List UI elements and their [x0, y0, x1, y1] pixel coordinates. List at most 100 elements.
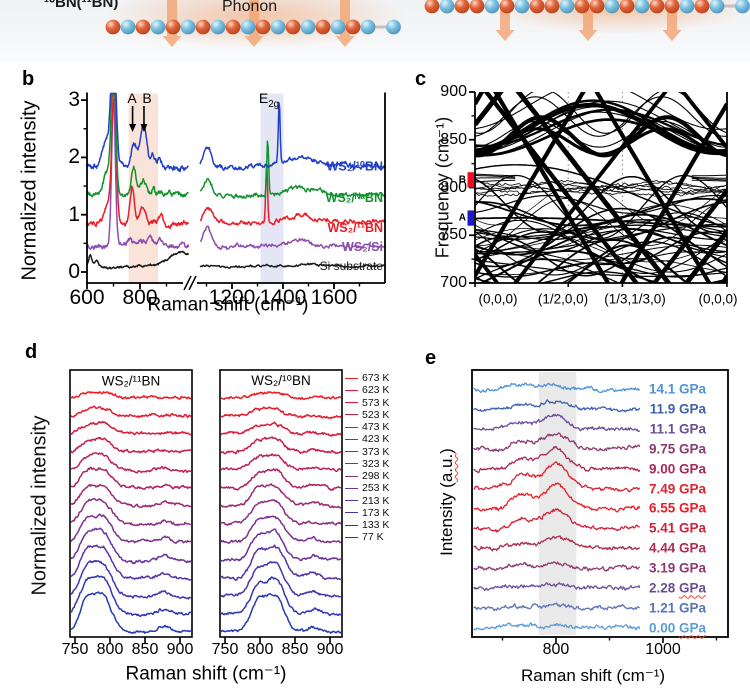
phonon-branch — [475, 240, 727, 283]
axis-break-icon — [183, 275, 192, 291]
legend-line-swatch — [345, 536, 358, 538]
panel-c-y-tick: 750 — [440, 226, 467, 244]
panel-d-x-tick: 900 — [166, 641, 194, 658]
temperature-spectrum — [71, 391, 191, 400]
panel-e-plot — [471, 369, 729, 643]
phonon-branch — [475, 219, 727, 275]
temperature-legend-item: 423 K — [345, 433, 389, 445]
panel-b-x-tick: 1600 — [310, 286, 358, 309]
panel-d-x-tick: 850 — [131, 641, 159, 658]
spectrum-curve — [199, 102, 386, 172]
phonon-branch — [475, 108, 727, 147]
legend-temperature-label: 573 K — [362, 396, 390, 409]
panel-e-x-tick: 800 — [542, 641, 570, 658]
temperature-spectrum — [221, 576, 341, 617]
pressure-spectrum — [473, 508, 640, 533]
temperature-spectrum — [71, 452, 191, 474]
phonon-branch — [475, 92, 727, 283]
boron-atom — [424, 0, 440, 14]
phonon-branch — [475, 179, 727, 190]
panel-d-x-tick: 850 — [281, 641, 309, 658]
phonon-branch — [475, 262, 727, 278]
boron-atom — [589, 0, 605, 14]
pressure-label: 2.28 GPa — [649, 581, 706, 596]
legend-temperature-label: 173 K — [362, 506, 390, 519]
boron-atom — [345, 19, 361, 35]
phonon-arrow-icon — [662, 9, 682, 41]
panel-b-x-tick: 1200 — [208, 286, 256, 309]
legend-temperature-label: 673 K — [362, 372, 390, 384]
pressure-unit: GPa — [678, 441, 706, 457]
phonon-branch — [475, 197, 727, 227]
temperature-spectrum — [221, 406, 341, 420]
panel-d-curves — [71, 391, 191, 634]
legend-temperature-label: 213 K — [362, 494, 390, 507]
temperature-spectrum — [71, 513, 191, 545]
axis-break-icon — [188, 275, 197, 291]
series-label-ws2-si: WS₂/Si — [342, 240, 383, 254]
pressure-unit: GPa — [678, 580, 706, 596]
boron-atom — [195, 19, 211, 35]
phonon-branch — [475, 92, 727, 130]
panel-d-title-11bn: WS₂/¹¹BN — [101, 373, 161, 389]
panel-b-letter: b — [22, 68, 35, 90]
panel-e-xlabel: Raman shift (cm⁻¹) — [520, 666, 666, 685]
phonon-branch — [475, 127, 727, 156]
phonon-branch — [475, 257, 727, 276]
boron-atom — [135, 19, 151, 35]
legend-line-swatch — [345, 389, 358, 391]
boron-atom — [225, 19, 241, 35]
pressure-unit: GPa — [678, 421, 706, 437]
nitrogen-atom — [210, 19, 226, 35]
phonon-arrow-icon — [495, 9, 515, 41]
pressure-value: 5.41 — [648, 520, 679, 536]
peak-b-annotation: B — [142, 90, 152, 106]
legend-line-swatch — [345, 377, 358, 379]
temperature-spectrum — [221, 483, 341, 509]
pressure-value: 1.21 — [648, 600, 679, 616]
boron-atom — [315, 19, 331, 35]
phonon-branch — [475, 224, 727, 240]
phonon-branch — [691, 176, 726, 179]
temperature-legend-item: 77 K — [345, 531, 384, 543]
temperature-legend-item: 473 K — [345, 421, 389, 433]
phonon-branch — [475, 228, 727, 273]
legend-temperature-label: 133 K — [362, 519, 390, 531]
phonon-branch — [475, 173, 516, 177]
nitrogen-atom — [679, 0, 695, 14]
nitrogen-atom — [270, 19, 286, 35]
phonon-arrow-icon — [335, 0, 355, 47]
panel-b-x-tick: 1400 — [259, 286, 307, 309]
series-label-si-substrate: Si substrate — [319, 259, 383, 273]
temperature-legend-item: 253 K — [345, 482, 389, 494]
pressure-value: 0.00 — [648, 620, 679, 636]
temperature-spectrum — [71, 420, 191, 436]
panel-c-y-tick: 700 — [440, 274, 467, 291]
panel-b-plot — [81, 92, 386, 291]
boron-atom — [664, 0, 680, 14]
temperature-spectrum — [221, 453, 341, 473]
temperature-spectrum — [221, 544, 341, 582]
pressure-label: 9.75 GPa — [649, 441, 706, 456]
panel-c-axes — [467, 91, 728, 287]
pressure-label: 6.55 GPa — [649, 501, 706, 516]
panel-c-y-tick: 850 — [440, 130, 467, 148]
phonon-branch — [475, 164, 727, 228]
phonon-arrow-icon — [578, 9, 598, 41]
phonon-branch — [475, 175, 516, 178]
temperature-legend-item: 573 K — [345, 397, 389, 409]
atom-chain-graphic — [105, 0, 750, 48]
temperature-legend-item: 373 K — [345, 446, 389, 458]
pressure-label: 11.1 GPa — [650, 421, 706, 436]
legend-temperature-label: 623 K — [362, 384, 390, 397]
temperature-legend-item: 523 K — [345, 409, 389, 421]
annotation-arrowhead-icon — [129, 124, 137, 132]
temperature-spectrum — [221, 593, 341, 634]
legend-line-swatch — [345, 451, 358, 452]
temperature-legend-item: 133 K — [345, 519, 389, 531]
boron-atom — [499, 0, 515, 14]
boron-atom — [469, 0, 485, 14]
spectrum-curve — [86, 92, 189, 198]
